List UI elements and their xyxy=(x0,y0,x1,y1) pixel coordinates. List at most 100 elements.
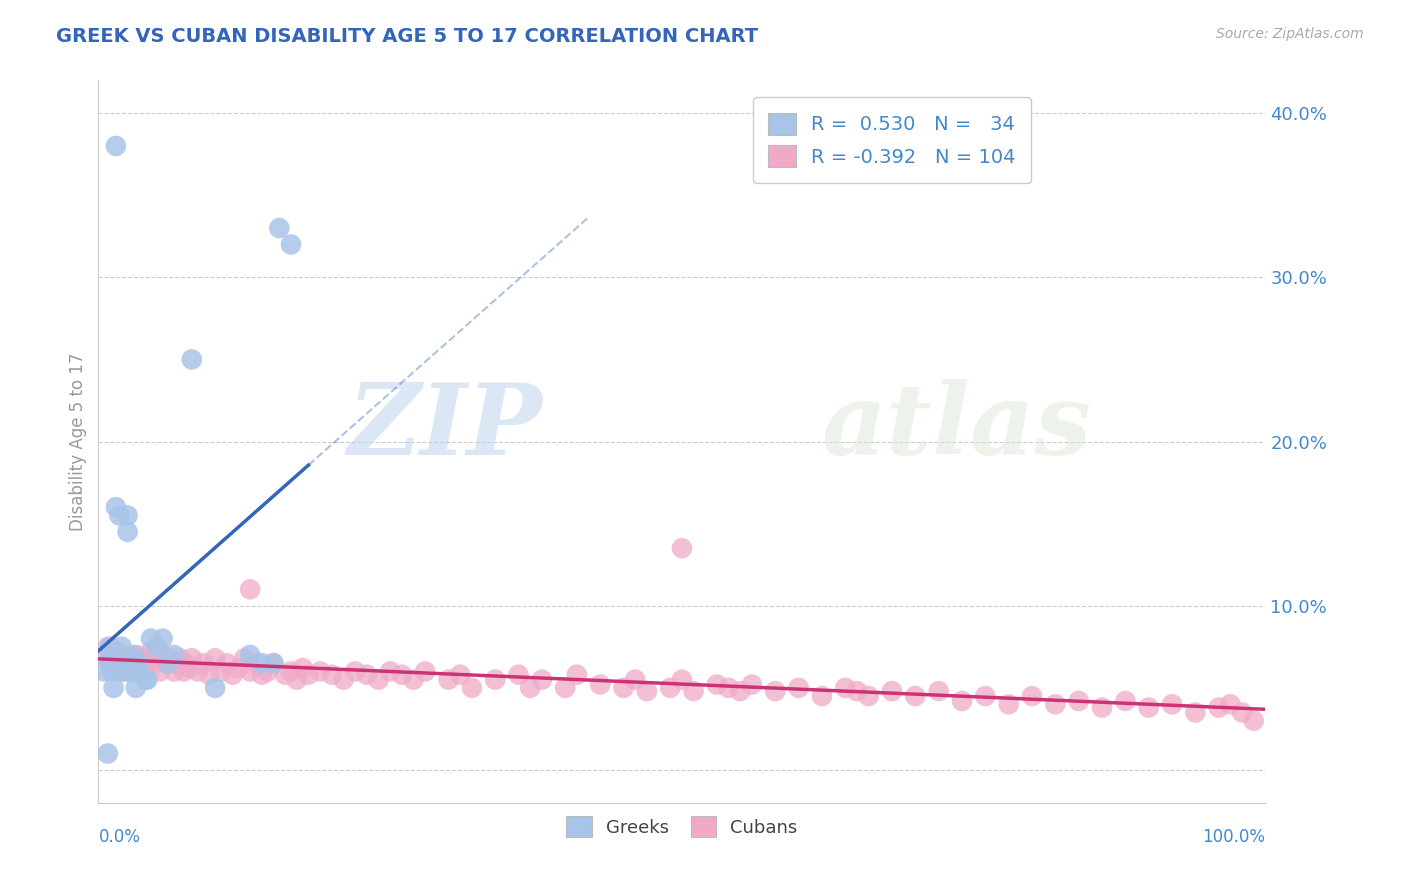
Point xyxy=(101,665,124,679)
Point xyxy=(134,665,156,679)
Point xyxy=(120,665,142,679)
Point xyxy=(169,651,191,665)
Text: GREEK VS CUBAN DISABILITY AGE 5 TO 17 CORRELATION CHART: GREEK VS CUBAN DISABILITY AGE 5 TO 17 CO… xyxy=(56,27,758,45)
Point xyxy=(280,665,302,679)
Point xyxy=(763,684,786,698)
Point xyxy=(367,673,389,687)
Point xyxy=(98,651,121,665)
Point xyxy=(706,677,728,691)
Point xyxy=(209,665,232,679)
Point xyxy=(717,681,740,695)
Point xyxy=(239,665,262,679)
Point xyxy=(391,667,413,681)
Point xyxy=(180,352,202,367)
Point xyxy=(554,681,576,695)
Point xyxy=(180,651,202,665)
Point xyxy=(565,667,588,681)
Point xyxy=(262,657,284,671)
Point xyxy=(120,651,142,665)
Point xyxy=(449,667,471,681)
Point xyxy=(233,651,256,665)
Point xyxy=(291,661,314,675)
Text: atlas: atlas xyxy=(823,379,1092,475)
Point xyxy=(356,667,378,681)
Point xyxy=(97,747,120,761)
Point xyxy=(321,667,343,681)
Point xyxy=(97,640,120,654)
Point xyxy=(122,657,145,671)
Point xyxy=(128,651,150,665)
Text: ZIP: ZIP xyxy=(347,379,541,475)
Point xyxy=(332,673,354,687)
Point xyxy=(245,657,267,671)
Point xyxy=(103,681,125,695)
Point xyxy=(146,640,169,654)
Point xyxy=(149,665,172,679)
Point xyxy=(250,667,273,681)
Point xyxy=(730,684,752,698)
Point xyxy=(215,657,238,671)
Point xyxy=(128,657,150,671)
Point xyxy=(1137,700,1160,714)
Point xyxy=(1184,706,1206,720)
Point xyxy=(98,648,121,662)
Point xyxy=(309,665,332,679)
Point xyxy=(204,681,226,695)
Point xyxy=(1161,698,1184,712)
Point xyxy=(104,645,127,659)
Point xyxy=(285,673,308,687)
Point xyxy=(101,657,124,671)
Point xyxy=(112,665,135,679)
Y-axis label: Disability Age 5 to 17: Disability Age 5 to 17 xyxy=(69,352,87,531)
Point xyxy=(228,661,250,675)
Point xyxy=(104,648,127,662)
Point xyxy=(974,689,997,703)
Point xyxy=(613,681,636,695)
Point xyxy=(93,648,115,662)
Point xyxy=(461,681,484,695)
Point xyxy=(159,657,181,671)
Legend: Greeks, Cubans: Greeks, Cubans xyxy=(560,809,804,845)
Point xyxy=(239,648,262,662)
Point xyxy=(274,667,297,681)
Point xyxy=(997,698,1019,712)
Point xyxy=(93,665,115,679)
Point xyxy=(138,651,160,665)
Point xyxy=(163,648,186,662)
Point xyxy=(402,673,425,687)
Point xyxy=(1230,706,1253,720)
Point xyxy=(380,665,402,679)
Point xyxy=(111,648,134,662)
Point xyxy=(112,657,135,671)
Point xyxy=(139,645,162,659)
Point xyxy=(125,648,148,662)
Point xyxy=(624,673,647,687)
Point xyxy=(98,657,121,671)
Point xyxy=(1045,698,1067,712)
Text: 0.0%: 0.0% xyxy=(98,828,141,846)
Point xyxy=(152,648,174,662)
Point xyxy=(136,673,159,687)
Point xyxy=(682,684,704,698)
Point xyxy=(344,665,367,679)
Point xyxy=(198,667,221,681)
Point xyxy=(104,500,127,515)
Point xyxy=(950,694,973,708)
Point xyxy=(437,673,460,687)
Point xyxy=(117,524,139,539)
Point xyxy=(269,221,291,235)
Point xyxy=(519,681,541,695)
Point xyxy=(834,681,856,695)
Point xyxy=(117,508,139,523)
Point xyxy=(134,673,156,687)
Point xyxy=(157,651,180,665)
Point xyxy=(174,657,197,671)
Point xyxy=(928,684,950,698)
Point xyxy=(173,665,195,679)
Point xyxy=(741,677,763,691)
Point xyxy=(589,677,612,691)
Point xyxy=(104,139,127,153)
Point xyxy=(139,632,162,646)
Point xyxy=(787,681,810,695)
Point xyxy=(413,665,436,679)
